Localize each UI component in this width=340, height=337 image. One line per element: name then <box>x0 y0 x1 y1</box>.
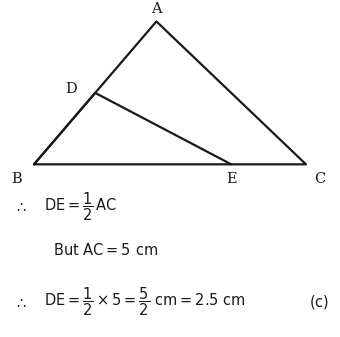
Text: $\therefore$: $\therefore$ <box>14 295 27 310</box>
Text: A: A <box>151 2 162 16</box>
Text: $\mathrm{DE} = \dfrac{1}{2}\,\mathrm{AC}$: $\mathrm{DE} = \dfrac{1}{2}\,\mathrm{AC}… <box>44 191 118 223</box>
Text: D: D <box>66 82 77 96</box>
Text: $\mathrm{(c)}$: $\mathrm{(c)}$ <box>309 293 329 311</box>
Text: $\therefore$: $\therefore$ <box>14 200 27 215</box>
Text: C: C <box>314 172 325 186</box>
Text: $\mathrm{But\ AC = 5\ cm}$: $\mathrm{But\ AC = 5\ cm}$ <box>53 242 158 258</box>
Text: B: B <box>12 172 22 186</box>
Text: $\mathrm{DE} = \dfrac{1}{2} \times 5 = \dfrac{5}{2}\ \mathrm{cm} = 2.5\ \mathrm{: $\mathrm{DE} = \dfrac{1}{2} \times 5 = \… <box>44 286 246 318</box>
Text: E: E <box>226 172 237 186</box>
